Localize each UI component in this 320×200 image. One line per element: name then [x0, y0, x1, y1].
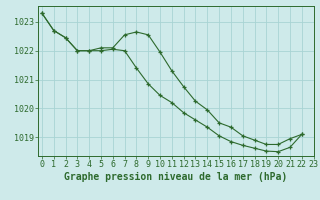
- X-axis label: Graphe pression niveau de la mer (hPa): Graphe pression niveau de la mer (hPa): [64, 172, 288, 182]
